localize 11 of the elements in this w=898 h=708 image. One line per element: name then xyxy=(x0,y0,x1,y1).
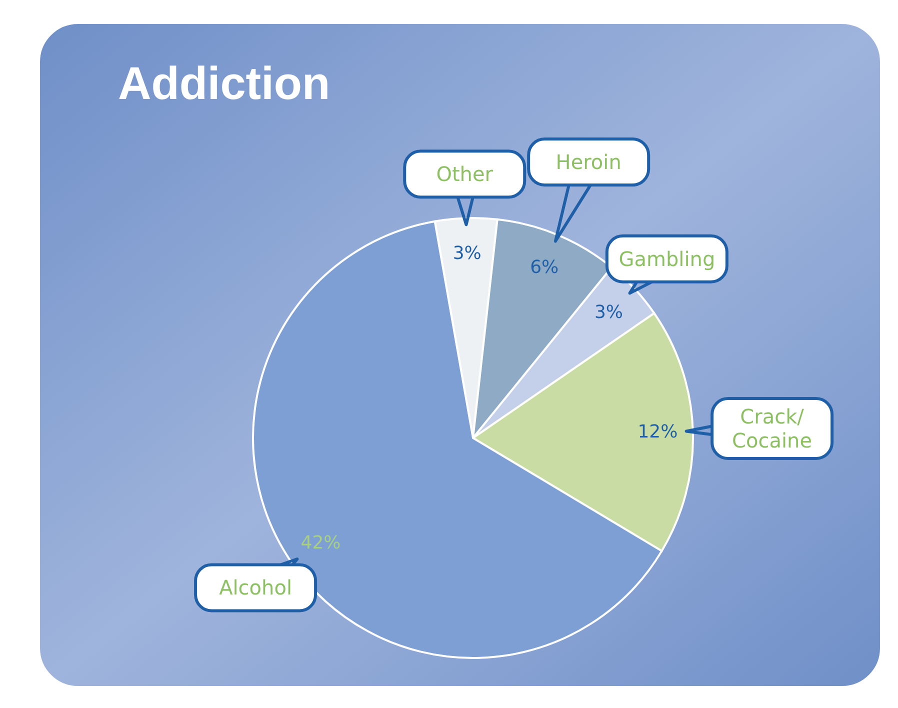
slice-label: Other xyxy=(436,162,494,186)
data-label: 12% xyxy=(638,422,678,443)
slice-label: Gambling xyxy=(618,246,716,271)
slice-label: Crack/ Cocaine xyxy=(732,404,812,453)
chart-title: Addiction xyxy=(118,56,330,110)
slice-label: Alcohol xyxy=(219,576,292,600)
data-label: 3% xyxy=(452,242,482,264)
slice-label: Heroin xyxy=(556,150,622,174)
data-label: 42% xyxy=(300,532,341,554)
data-label: 3% xyxy=(594,302,624,324)
data-label: 6% xyxy=(530,257,559,278)
